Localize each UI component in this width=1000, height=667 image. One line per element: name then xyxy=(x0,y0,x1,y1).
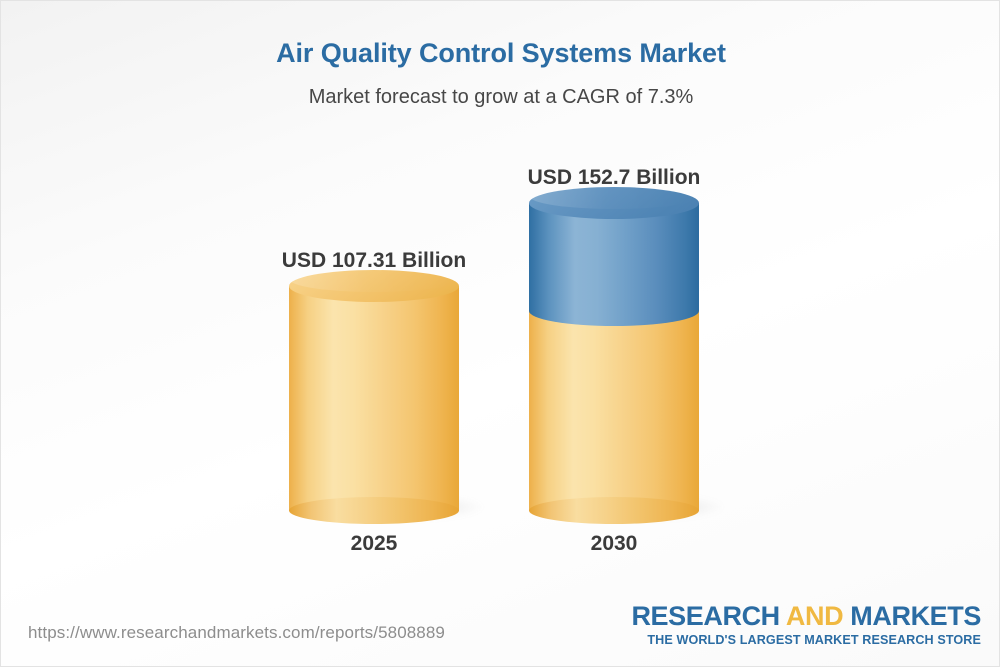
segment-body xyxy=(529,203,699,311)
source-url[interactable]: https://www.researchandmarkets.com/repor… xyxy=(28,623,445,642)
cylinder-segment-base xyxy=(289,286,459,511)
logo-tagline: THE WORLD'S LARGEST MARKET RESEARCH STOR… xyxy=(647,633,981,648)
cylinder-2030[interactable] xyxy=(529,183,723,524)
category-label-2025: 2025 xyxy=(350,532,398,555)
logo-word-and: AND xyxy=(785,601,844,631)
chart-header: Air Quality Control Systems Market Marke… xyxy=(1,37,999,109)
segment-body xyxy=(289,286,459,511)
cap-highlight xyxy=(289,266,459,292)
cylinder-segment-base xyxy=(529,311,699,511)
chart-subtitle: Market forecast to grow at a CAGR of 7.3… xyxy=(308,86,694,109)
chart-title: Air Quality Control Systems Market xyxy=(276,38,726,68)
category-label-2030: 2030 xyxy=(590,532,638,555)
cylinder-segment-growth xyxy=(529,203,699,311)
value-label-2030: USD 152.7 Billion xyxy=(527,166,701,189)
value-label-2025: USD 107.31 Billion xyxy=(281,249,467,272)
cylinder-bottom-cap xyxy=(289,497,459,524)
logo-word-markets: MARKETS xyxy=(850,601,981,631)
cylinder-top-cap xyxy=(529,183,699,219)
cylinder-bottom-cap xyxy=(529,497,699,524)
logo-wordmark: RESEARCH AND MARKETS xyxy=(631,602,981,630)
segment-body xyxy=(529,311,699,511)
logo-word-research: RESEARCH xyxy=(631,601,780,631)
brand-logo[interactable]: RESEARCH AND MARKETS THE WORLD'S LARGEST… xyxy=(631,602,981,648)
segment-junction xyxy=(529,296,699,326)
cylinder-top-cap xyxy=(289,266,459,302)
cap-highlight xyxy=(529,183,699,209)
cylinder-2025[interactable] xyxy=(289,266,483,524)
